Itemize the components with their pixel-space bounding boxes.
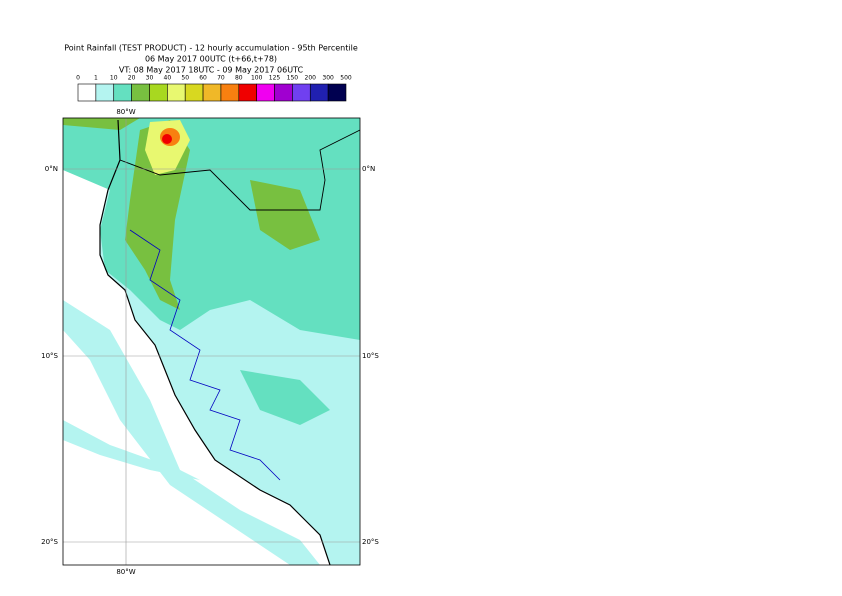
legend-swatch — [327, 83, 347, 102]
coastline — [99, 119, 331, 565]
legend-label: 0 — [76, 75, 80, 82]
map-frame — [62, 117, 361, 566]
rain-20-30 — [250, 180, 320, 250]
legend-swatch — [149, 83, 168, 102]
title-line: VT: 08 May 2017 18UTC - 09 May 2017 06UT… — [119, 66, 304, 75]
legend-swatch — [113, 83, 132, 102]
map — [63, 118, 360, 565]
rain-80-100 — [162, 134, 172, 144]
rain-10-20 — [240, 370, 330, 425]
lat-label: 0°N — [45, 165, 58, 173]
legend-swatch — [95, 83, 115, 102]
legend-label: 60 — [199, 75, 207, 82]
lon-label: 80°W — [116, 568, 135, 576]
legend-label: 20 — [128, 75, 136, 82]
legend-swatch — [274, 83, 293, 102]
lat-label: 20°S — [362, 538, 379, 546]
legend-swatch — [238, 83, 257, 102]
legend-swatch — [167, 83, 186, 102]
legend-swatch — [131, 83, 150, 102]
legend-label: 300 — [322, 75, 334, 82]
title-line: 06 May 2017 00UTC (t+66,t+78) — [145, 55, 277, 64]
region-border — [129, 229, 281, 481]
legend-swatch — [309, 83, 329, 102]
legend-label: 70 — [217, 75, 225, 82]
lat-label: 20°S — [41, 538, 58, 546]
color-legend: 0 1 10 20 30 40 50 60 70 80 100 125 150 200 300 500 — [76, 75, 352, 102]
legend-swatch — [77, 83, 97, 102]
lat-label: 0°N — [362, 165, 375, 173]
legend-swatch — [202, 83, 222, 102]
legend-label: 200 — [305, 75, 317, 82]
legend-label: 100 — [251, 75, 263, 82]
legend-swatch — [292, 83, 311, 102]
legend-label: 500 — [340, 75, 352, 82]
border — [119, 129, 360, 211]
legend-label: 1 — [94, 75, 98, 82]
legend-label: 150 — [287, 75, 299, 82]
legend-swatch — [256, 83, 275, 102]
legend-label: 80 — [235, 75, 243, 82]
legend-label: 40 — [164, 75, 172, 82]
legend-label: 30 — [146, 75, 154, 82]
lon-label: 80°W — [116, 108, 135, 116]
title-line: Point Rainfall (TEST PRODUCT) - 12 hourl… — [64, 44, 358, 53]
legend-label: 50 — [181, 75, 189, 82]
legend-swatch — [184, 83, 204, 102]
legend-label: 125 — [269, 75, 281, 82]
legend-label: 10 — [110, 75, 118, 82]
lat-label: 10°S — [41, 352, 58, 360]
ocean-rain — [63, 420, 200, 480]
ocean-rain — [63, 300, 320, 565]
lat-label: 10°S — [362, 352, 379, 360]
legend-swatch — [220, 83, 240, 102]
rain-20-30 — [63, 118, 140, 130]
